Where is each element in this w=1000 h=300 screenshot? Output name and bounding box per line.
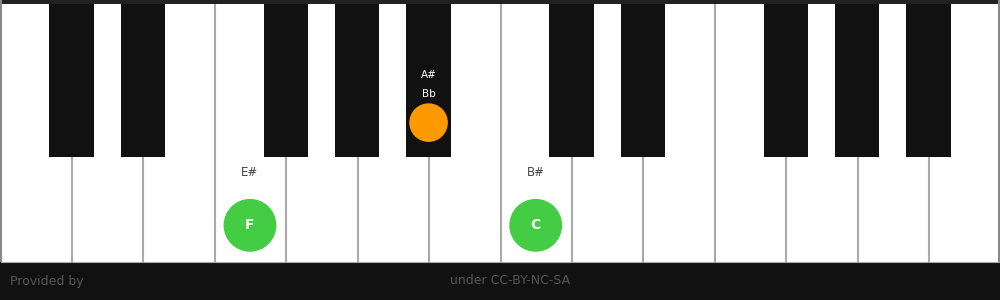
- Bar: [643, 0, 714, 262]
- Bar: [143, 0, 214, 262]
- Bar: [764, 0, 808, 157]
- Bar: [549, 0, 594, 157]
- Bar: [715, 0, 785, 262]
- Circle shape: [410, 104, 447, 141]
- Bar: [0, 0, 1000, 4]
- Bar: [215, 0, 285, 262]
- Text: Bb: Bb: [422, 89, 435, 99]
- Circle shape: [510, 200, 561, 251]
- Bar: [929, 0, 1000, 262]
- Text: under CC-BY-NC-SA: under CC-BY-NC-SA: [450, 274, 570, 287]
- Bar: [0, 0, 2, 262]
- Bar: [358, 0, 428, 262]
- Bar: [406, 0, 451, 157]
- Bar: [501, 0, 571, 262]
- Bar: [858, 0, 928, 262]
- Bar: [406, 0, 451, 157]
- Bar: [286, 0, 357, 262]
- Text: C: C: [531, 218, 541, 232]
- Bar: [121, 0, 165, 157]
- Bar: [264, 0, 308, 157]
- Bar: [0, 262, 1000, 300]
- Text: F: F: [245, 218, 255, 232]
- Bar: [72, 0, 142, 262]
- Text: Provided by: Provided by: [10, 274, 84, 287]
- Text: A#: A#: [421, 70, 437, 80]
- Circle shape: [224, 200, 276, 251]
- Bar: [572, 0, 642, 262]
- Bar: [49, 0, 94, 157]
- Bar: [835, 0, 879, 157]
- Text: E#: E#: [241, 167, 259, 179]
- Bar: [786, 0, 857, 262]
- Bar: [215, 0, 285, 262]
- Text: B#: B#: [527, 167, 545, 179]
- Bar: [0, 0, 71, 262]
- Bar: [998, 0, 1000, 262]
- Bar: [429, 0, 500, 262]
- Bar: [621, 0, 665, 157]
- Bar: [906, 0, 951, 157]
- Bar: [501, 0, 571, 262]
- Bar: [335, 0, 379, 157]
